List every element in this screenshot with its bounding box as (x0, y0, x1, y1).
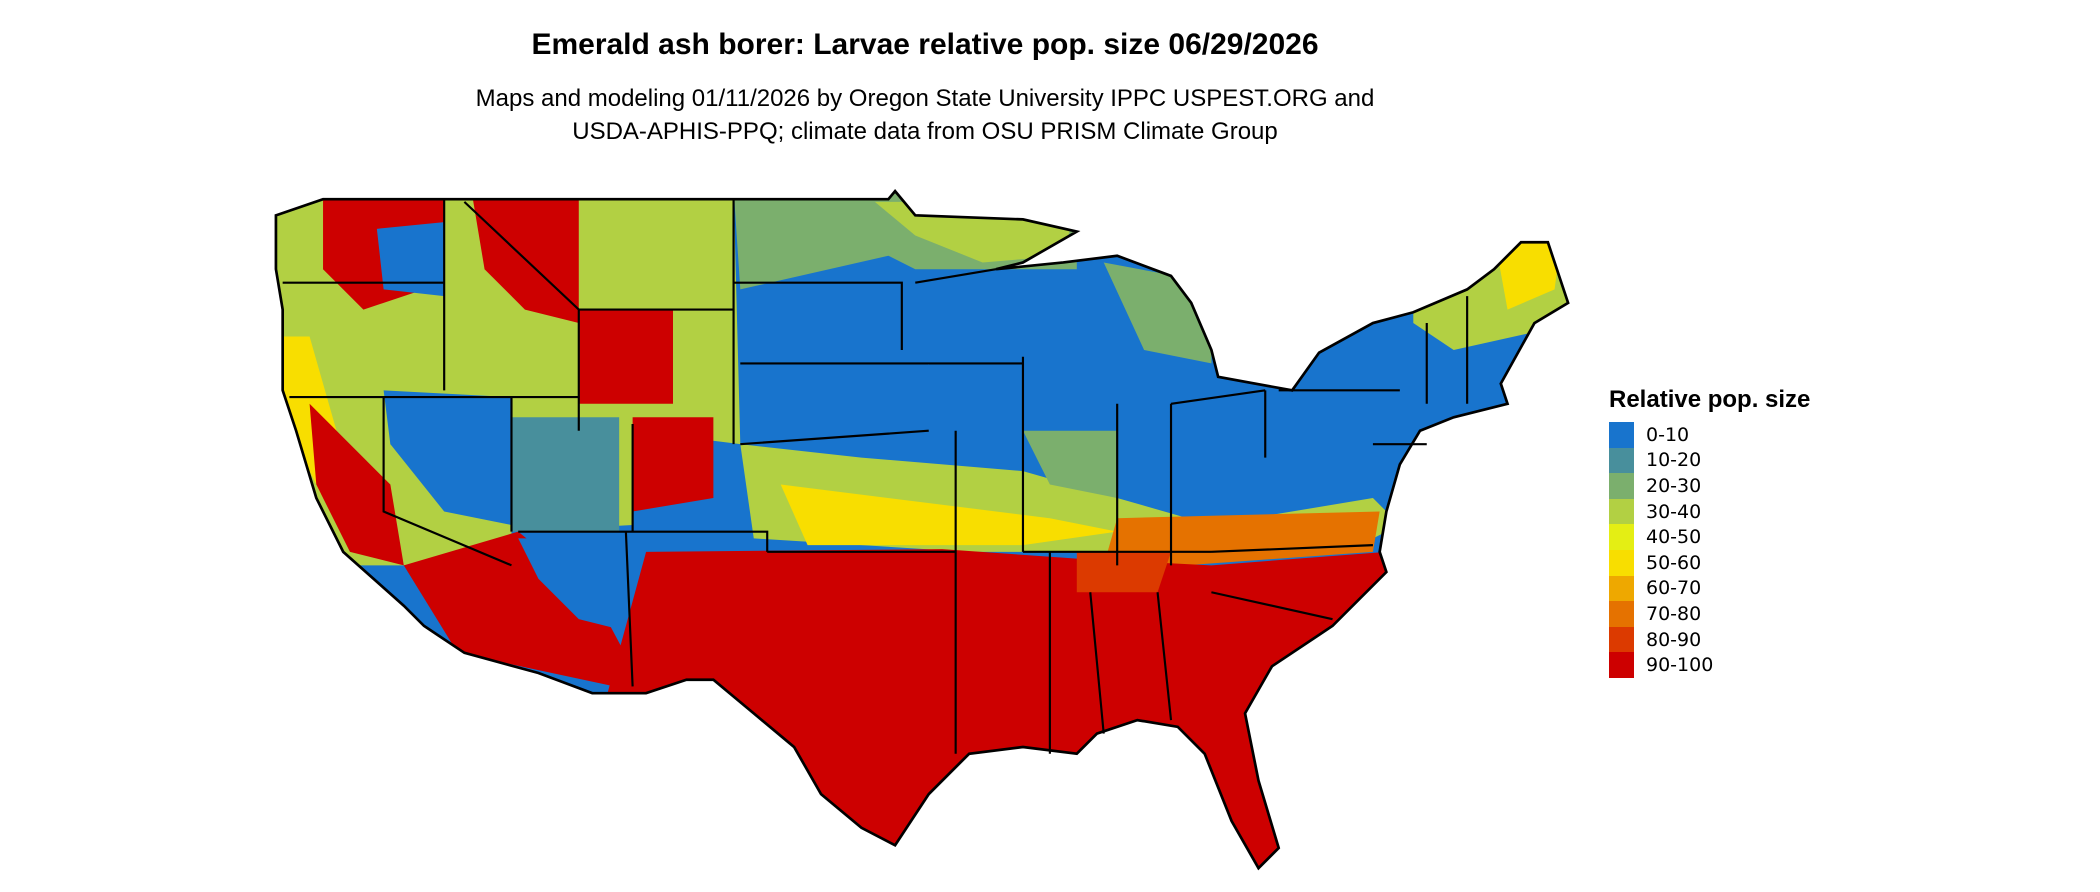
legend-swatch (1609, 524, 1634, 550)
legend-item: 50-60 (1609, 549, 1810, 576)
legend-item: 30-40 (1609, 498, 1810, 525)
legend-swatch (1609, 473, 1634, 499)
legend-item: 20-30 (1609, 473, 1810, 499)
legend: Relative pop. size 0-10 10-20 20-30 30-40 40… (1609, 386, 1810, 678)
legend-label: 50-60 (1646, 551, 1702, 574)
map-regions (274, 189, 1570, 870)
legend-title: Relative pop. size (1609, 386, 1811, 413)
legend-swatch (1609, 575, 1634, 602)
legend-swatch (1609, 447, 1634, 474)
legend-item: 60-70 (1609, 575, 1810, 602)
legend-swatch (1609, 549, 1634, 576)
legend-label: 20-30 (1646, 474, 1702, 497)
legend-label: 70-80 (1646, 602, 1702, 625)
map-subtitle-line2: USDA-APHIS-PPQ; climate data from OSU PR… (572, 118, 1278, 145)
legend-item: 70-80 (1609, 601, 1810, 627)
legend-swatch (1609, 422, 1634, 448)
legend-swatch (1609, 626, 1634, 653)
legend-swatch (1609, 498, 1634, 525)
legend-label: 0-10 (1646, 423, 1690, 446)
legend-label: 10-20 (1646, 449, 1702, 472)
legend-swatch (1609, 601, 1634, 627)
legend-item: 0-10 (1609, 422, 1810, 448)
map-subtitle-line1: Maps and modeling 01/11/2026 by Oregon S… (475, 85, 1375, 112)
legend-item: 40-50 (1609, 524, 1810, 550)
legend-label: 80-90 (1646, 628, 1702, 651)
legend-label: 60-70 (1646, 577, 1702, 600)
legend-label: 30-40 (1646, 500, 1702, 523)
legend-item: 80-90 (1609, 626, 1810, 653)
legend-swatch (1609, 652, 1634, 678)
legend-label: 40-50 (1646, 526, 1702, 549)
map-title: Emerald ash borer: Larvae relative pop. … (531, 28, 1319, 61)
legend-label: 90-100 (1646, 654, 1714, 677)
legend-item: 10-20 (1609, 447, 1810, 474)
legend-item: 90-100 (1609, 652, 1810, 678)
